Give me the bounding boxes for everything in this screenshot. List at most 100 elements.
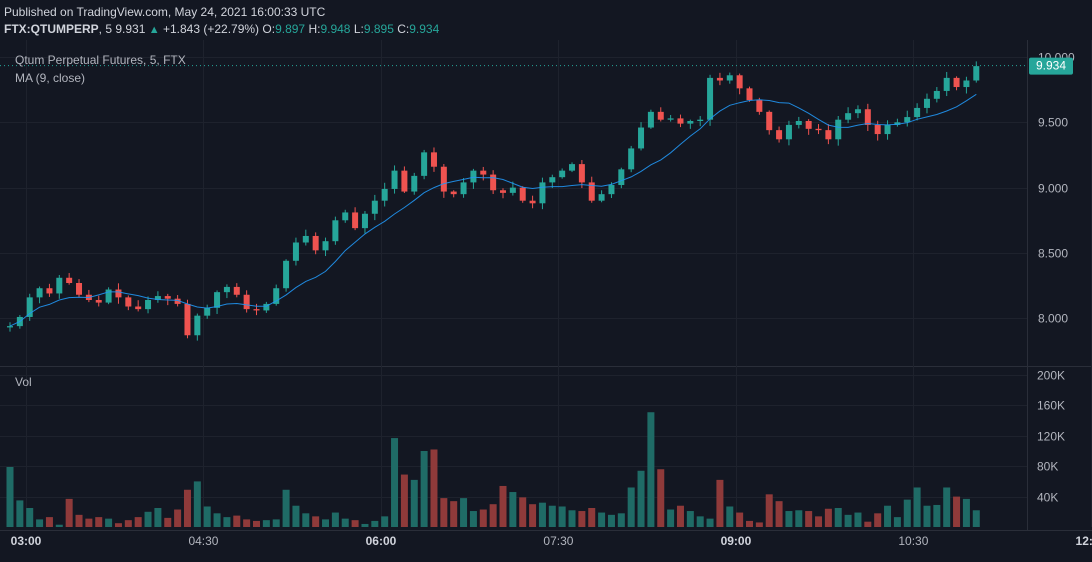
volume-bar	[95, 517, 103, 527]
volume-bar	[174, 509, 182, 527]
volume-bar	[105, 518, 113, 527]
volume-bar	[884, 505, 892, 527]
time-tick-label: 10:30	[898, 534, 928, 548]
volume-bar	[440, 498, 448, 527]
volume-bar	[874, 513, 882, 527]
volume-bar	[972, 510, 980, 527]
price-badge-bg	[1029, 57, 1073, 75]
price-tick-label: 9.000	[1038, 182, 1068, 196]
volume-bar	[775, 501, 783, 527]
candle-body	[430, 152, 437, 167]
volume-bar	[746, 520, 753, 527]
volume-bar	[913, 487, 921, 527]
volume-bar	[637, 470, 645, 527]
volume-bar	[36, 519, 44, 527]
candle-body	[529, 200, 536, 204]
high-value: 9.948	[320, 22, 351, 36]
volume-bar	[223, 517, 231, 527]
volume-bar	[617, 513, 625, 527]
candle-body	[204, 307, 211, 316]
candle-body	[283, 260, 290, 289]
volume-bars	[6, 412, 980, 527]
ma-polyline	[9, 93, 977, 327]
candle-body	[115, 289, 122, 298]
volume-bar	[282, 489, 290, 527]
candle-body	[371, 200, 378, 214]
candle-body	[490, 174, 497, 191]
candle-body	[707, 77, 714, 120]
volume-bar	[548, 505, 556, 527]
time-tick-label: 12:00	[1076, 534, 1092, 548]
volume-bar	[85, 518, 93, 527]
volume-bar	[627, 487, 635, 527]
candle-body	[145, 299, 152, 310]
volume-bar	[292, 505, 300, 527]
candle-body	[667, 118, 674, 120]
candle-body	[401, 170, 408, 192]
volume-bar	[26, 508, 34, 527]
low-value: 9.895	[363, 22, 394, 36]
candle-body	[184, 303, 191, 336]
volume-tick-label: 80K	[1037, 460, 1058, 474]
volume-bar	[785, 511, 793, 527]
volume-bar	[351, 520, 359, 527]
volume-bar	[844, 514, 852, 527]
candle-body	[253, 309, 260, 311]
candle-body	[904, 117, 911, 123]
volume-bar	[420, 451, 428, 527]
volume-legend: Vol	[15, 375, 32, 389]
volume-bar	[755, 522, 763, 527]
ma-legend: MA (9, close)	[15, 71, 86, 85]
volume-tick-label: 200K	[1037, 369, 1065, 383]
candle-body	[105, 289, 112, 303]
candle-body	[608, 185, 615, 195]
candle-body	[66, 277, 73, 283]
volume-bar	[854, 512, 862, 527]
volume-bar	[371, 520, 379, 527]
candle-body	[194, 315, 201, 336]
candle-body	[154, 296, 161, 300]
volume-bar	[962, 498, 970, 527]
volume-bar	[410, 479, 418, 527]
candle-body	[539, 182, 546, 204]
candle-body	[243, 294, 250, 310]
candle-body	[726, 75, 733, 81]
candle-body	[854, 109, 861, 114]
candle-body	[638, 127, 645, 149]
volume-bar	[558, 506, 566, 527]
volume-tick-label: 120K	[1037, 430, 1065, 444]
volume-bar	[716, 479, 724, 527]
candles	[7, 61, 980, 341]
volume-bar	[864, 521, 872, 527]
volume-bar	[696, 516, 704, 527]
volume-bar	[736, 512, 744, 527]
candle-body	[973, 66, 980, 81]
volume-bar	[322, 519, 330, 527]
volume-bar	[578, 511, 586, 527]
volume-bar	[460, 498, 468, 527]
volume-bar	[519, 497, 527, 527]
candle-body	[578, 164, 585, 183]
candle-body	[480, 170, 487, 175]
candle-body	[214, 292, 221, 308]
volume-bar	[361, 523, 369, 527]
volume-bar	[391, 438, 399, 527]
volume-bar	[183, 489, 191, 527]
up-arrow-icon: ▲	[148, 24, 160, 36]
candle-body	[46, 288, 53, 294]
time-tick-label: 09:00	[721, 534, 752, 548]
candle-body	[677, 118, 684, 124]
volume-bar	[6, 466, 14, 527]
candle-body	[164, 296, 171, 299]
candle-body	[460, 182, 467, 195]
volume-bar	[154, 508, 162, 527]
volume-bar	[400, 474, 408, 527]
candle-body	[825, 130, 832, 140]
candle-body	[411, 175, 418, 192]
candle-body	[470, 170, 477, 183]
volume-bar	[55, 524, 63, 527]
volume-bar	[647, 412, 655, 527]
volume-bar	[75, 514, 83, 527]
price-tick-label: 8.000	[1038, 312, 1068, 326]
